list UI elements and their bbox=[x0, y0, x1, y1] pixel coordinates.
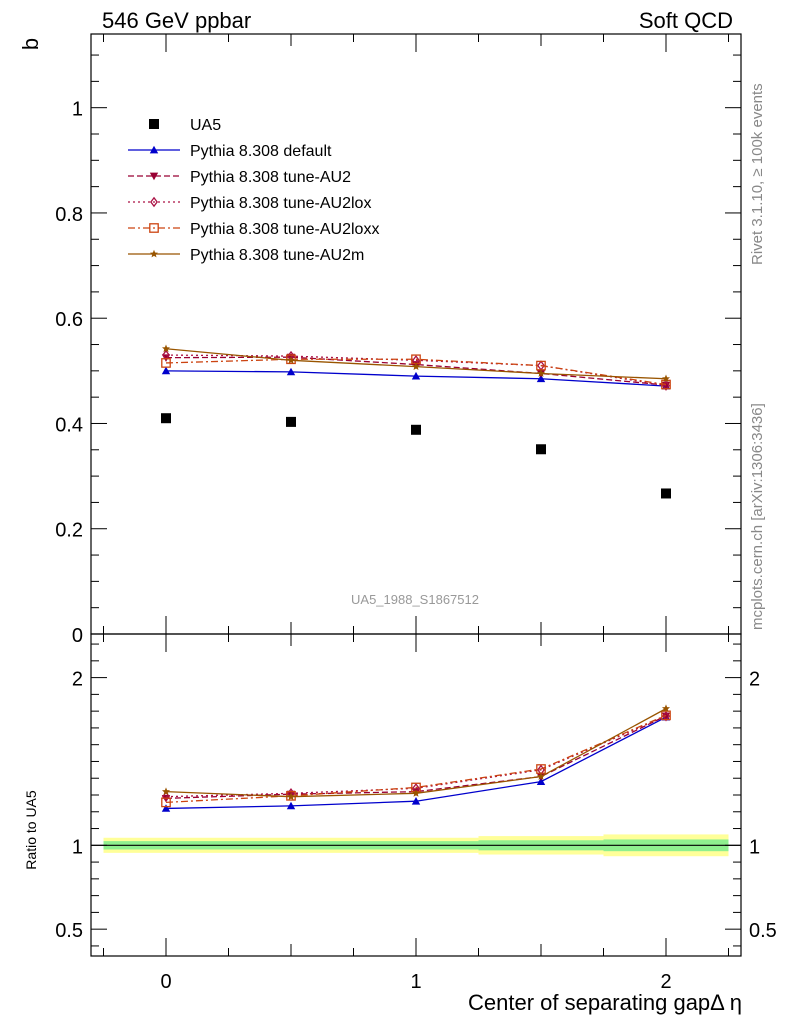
legend-marker bbox=[149, 172, 159, 181]
y-tick-label: 1 bbox=[72, 99, 83, 121]
ratio-point bbox=[412, 789, 420, 797]
data-point bbox=[662, 374, 670, 383]
series-line bbox=[165, 358, 667, 386]
ratio-point bbox=[536, 777, 546, 785]
source-label: mcplots.cern.ch [arXiv:1306:3436] bbox=[749, 403, 766, 630]
data-point bbox=[286, 416, 296, 427]
data-point bbox=[287, 356, 295, 364]
data-point bbox=[161, 413, 171, 424]
legend-marker bbox=[150, 249, 158, 258]
ratio-point bbox=[161, 804, 171, 812]
data-point bbox=[161, 366, 171, 375]
ratio-series-line bbox=[165, 715, 667, 798]
header-left-title: 546 GeV ppbar bbox=[102, 8, 251, 33]
y-tick-label: 0.6 bbox=[55, 309, 83, 331]
ratio-point bbox=[161, 797, 171, 808]
y-tick-label: 0 bbox=[72, 625, 83, 647]
x-tick-label: 2 bbox=[660, 971, 671, 993]
legend: UA5 Pythia 8.308 default Pythia 8.308 tune… bbox=[128, 117, 379, 264]
main-series-lines bbox=[161, 344, 671, 499]
x-tick-label: 1 bbox=[410, 971, 421, 993]
data-point bbox=[411, 424, 421, 435]
series-line bbox=[165, 354, 667, 387]
legend-entry: Pythia 8.308 tune-AU2m bbox=[190, 247, 364, 264]
ratio-point bbox=[162, 791, 170, 802]
ratio-y-tick-label: 2 bbox=[72, 669, 83, 691]
y-tick-label: 0.8 bbox=[55, 204, 83, 226]
data-point bbox=[161, 358, 171, 368]
data-point bbox=[537, 369, 545, 377]
legend-marker bbox=[149, 119, 159, 129]
data-point bbox=[411, 371, 421, 380]
axis-ticks: 0 0.2 0.4 0.6 0.8 1 0 1 2 0.5 0.5 1 1 2 2 bbox=[55, 34, 777, 993]
legend-marker bbox=[149, 145, 159, 154]
legend-entry: Pythia 8.308 tune-AU2 bbox=[190, 169, 351, 186]
header-right-title: Soft QCD bbox=[639, 8, 733, 33]
data-point bbox=[536, 444, 546, 455]
axes-frames bbox=[90, 33, 742, 957]
legend-marker bbox=[150, 196, 158, 208]
ratio-point bbox=[662, 710, 670, 722]
main-y-axis-label: b bbox=[18, 38, 43, 50]
ratio-point bbox=[286, 790, 296, 801]
legend-entry: Pythia 8.308 default bbox=[190, 143, 332, 160]
data-point bbox=[286, 354, 296, 365]
data-point bbox=[536, 374, 546, 383]
ratio-series-lines bbox=[161, 704, 671, 812]
x-axis-label: Center of separating gapΔ η bbox=[468, 990, 742, 1015]
series-line bbox=[165, 356, 667, 386]
ratio-y-tick-label-right: 2 bbox=[749, 669, 760, 691]
rivet-label: Rivet 3.1.10, ≥ 100k events bbox=[749, 83, 766, 265]
ratio-point bbox=[411, 797, 421, 805]
ratio-point bbox=[661, 710, 671, 721]
ratio-y-tick-label: 0.5 bbox=[55, 920, 83, 942]
legend-entry: Pythia 8.308 tune-AU2loxx bbox=[190, 221, 379, 238]
data-point bbox=[162, 344, 170, 353]
legend-marker bbox=[149, 223, 159, 233]
ratio-point bbox=[286, 801, 296, 810]
ratio-y-axis-label: Ratio to UA5 bbox=[23, 790, 39, 870]
ratio-point bbox=[537, 772, 545, 780]
ratio-series-line bbox=[165, 714, 667, 804]
x-tick-label: 0 bbox=[160, 971, 171, 993]
data-point bbox=[412, 362, 420, 370]
y-tick-label: 0.4 bbox=[55, 414, 83, 436]
ratio-series-line bbox=[165, 715, 667, 800]
main-frame bbox=[90, 33, 742, 635]
ratio-point bbox=[287, 792, 295, 801]
ratio-panel bbox=[91, 834, 741, 857]
ratio-y-tick-label: 1 bbox=[72, 836, 83, 858]
ratio-point bbox=[162, 787, 170, 795]
data-point bbox=[286, 367, 296, 376]
ratio-y-tick-label-right: 1 bbox=[749, 836, 760, 858]
analysis-watermark: UA5_1988_S1867512 bbox=[351, 592, 479, 607]
ratio-point bbox=[662, 704, 670, 712]
y-tick-label: 0.2 bbox=[55, 520, 83, 542]
data-point bbox=[661, 488, 671, 499]
legend-entry: UA5 bbox=[190, 117, 221, 134]
legend-entry: Pythia 8.308 tune-AU2lox bbox=[190, 195, 371, 212]
ratio-y-tick-label-right: 0.5 bbox=[749, 920, 777, 942]
